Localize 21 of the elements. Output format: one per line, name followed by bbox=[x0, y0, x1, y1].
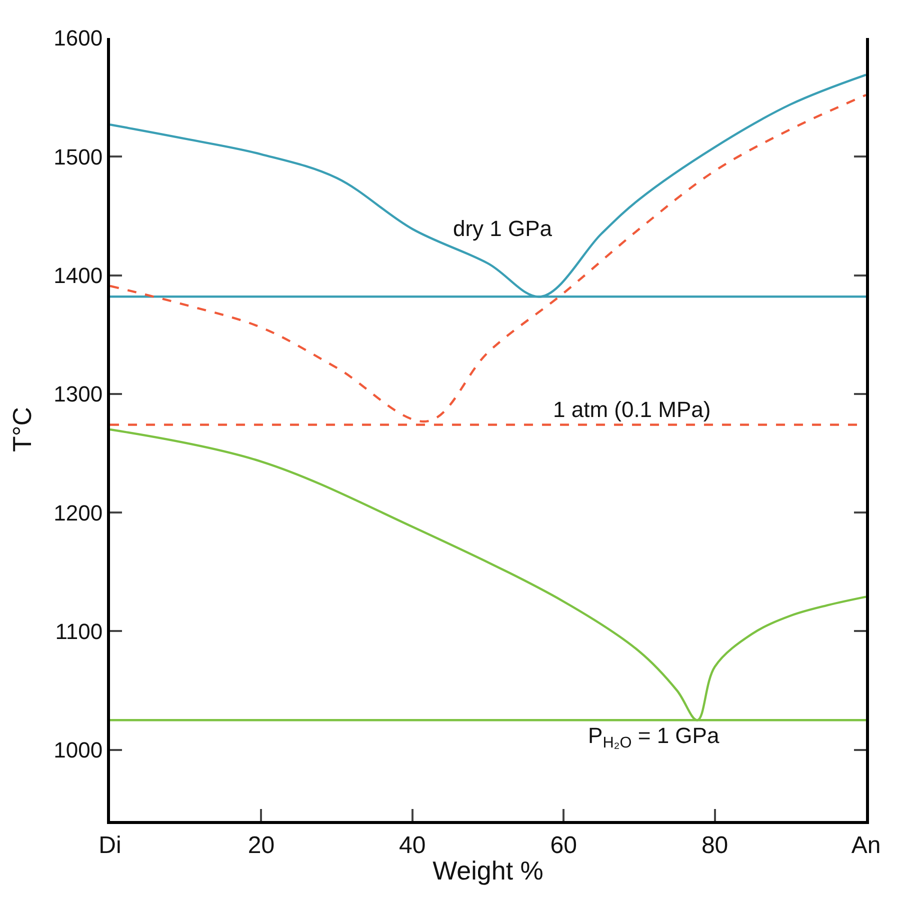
y-tick-label: 1200 bbox=[54, 500, 103, 526]
x-tick-label: 20 bbox=[248, 832, 275, 859]
x-axis-title: Weight % bbox=[432, 856, 544, 886]
x-tick-label: An bbox=[851, 832, 881, 859]
line-series bbox=[110, 74, 866, 298]
line-series bbox=[110, 428, 866, 722]
y-tick-label: 1000 bbox=[54, 738, 103, 763]
line-series bbox=[110, 94, 866, 422]
x-tick-label: 40 bbox=[399, 832, 426, 859]
y-tick-label: 1100 bbox=[55, 618, 103, 644]
y-tick-label: 1500 bbox=[54, 144, 103, 170]
x-tick-label: 60 bbox=[550, 832, 577, 859]
annotation: P$_{H₂O}$ = 1 GPa bbox=[588, 723, 720, 752]
x-tick-label: 80 bbox=[701, 832, 728, 859]
annotation: dry 1 GPa bbox=[453, 216, 553, 241]
annotation: 1 atm (0.1 MPa) bbox=[553, 397, 711, 422]
y-tick-label: 1600 bbox=[54, 26, 103, 51]
y-tick-label: 1300 bbox=[54, 382, 103, 407]
y-tick-label: 1400 bbox=[54, 262, 103, 288]
x-tick-label: Di bbox=[98, 832, 122, 859]
y-axis-title: T°C bbox=[7, 406, 38, 452]
